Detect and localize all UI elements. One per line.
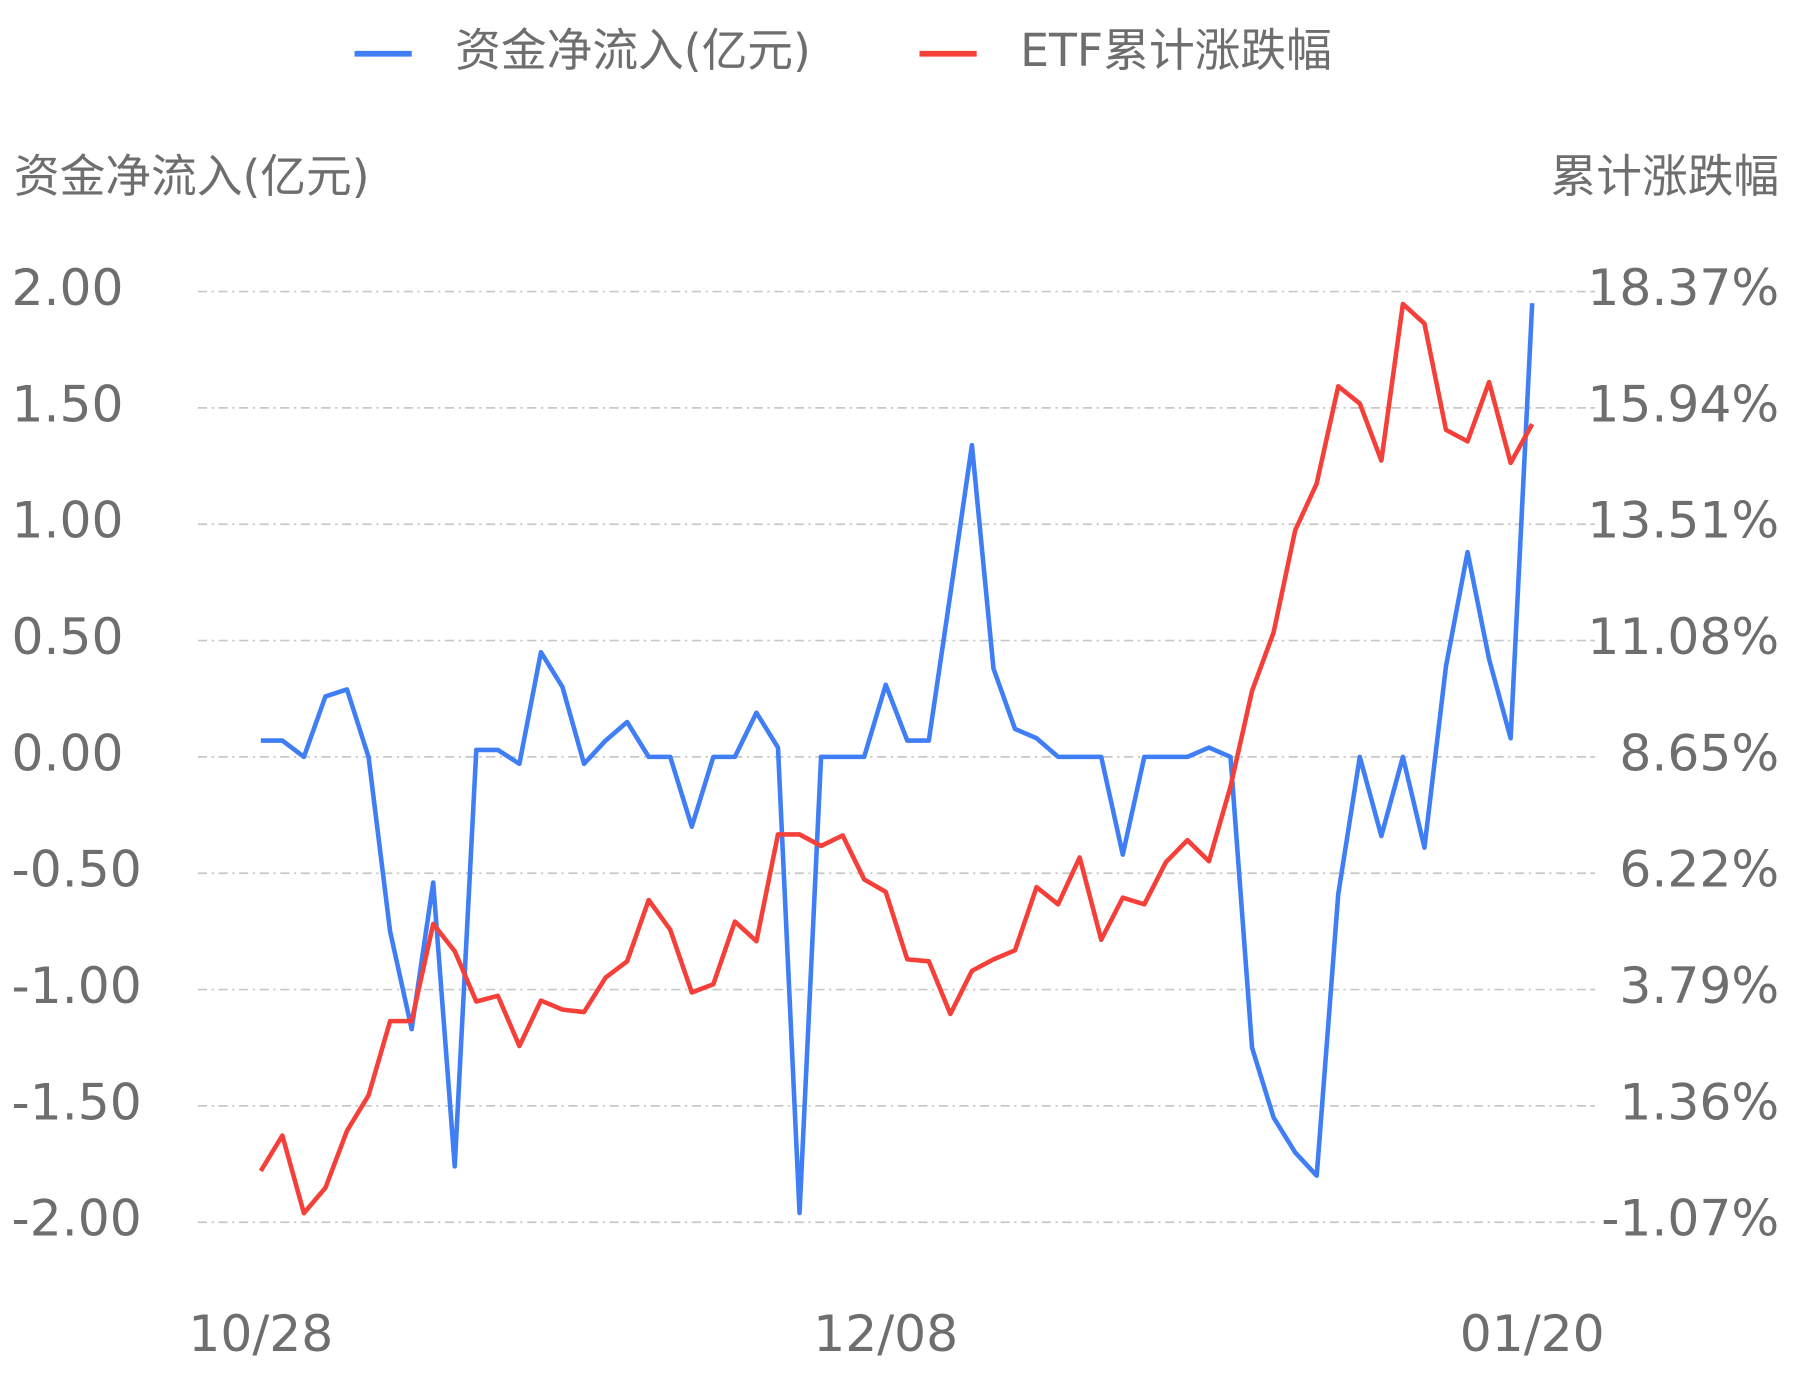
series-line bbox=[260, 303, 1535, 1216]
x-tick-label: 10/28 bbox=[188, 1304, 333, 1363]
y2-tick-label: 3.79% bbox=[1619, 956, 1779, 1015]
y-tick-label: 0.00 bbox=[12, 723, 124, 782]
y2-tick-label: 11.08% bbox=[1587, 607, 1779, 666]
y2-tick-label: -1.07% bbox=[1601, 1189, 1779, 1248]
y2-tick-label: 8.65% bbox=[1619, 723, 1779, 782]
y2-tick-label: 15.94% bbox=[1587, 374, 1779, 433]
y2-axis-title: 累计涨跌幅 bbox=[1551, 150, 1780, 203]
y-tick-label: 2.00 bbox=[12, 258, 124, 317]
y-tick-label: 0.50 bbox=[12, 607, 124, 666]
y-tick-label: -0.50 bbox=[12, 840, 142, 899]
legend-label: 资金净流入(亿元) bbox=[455, 24, 811, 77]
y2-tick-label: 13.51% bbox=[1587, 491, 1779, 550]
series-line bbox=[258, 301, 1535, 1216]
y-tick-label: -2.00 bbox=[12, 1189, 142, 1248]
x-tick-label: 01/20 bbox=[1460, 1304, 1605, 1363]
y-tick-label: -1.50 bbox=[12, 1072, 142, 1131]
y2-tick-label: 6.22% bbox=[1619, 840, 1779, 899]
y-tick-label: 1.50 bbox=[12, 374, 124, 433]
y-axis-title: 资金净流入(亿元) bbox=[14, 150, 370, 203]
y-tick-label: 1.00 bbox=[12, 491, 124, 550]
y2-tick-label: 1.36% bbox=[1619, 1072, 1779, 1131]
x-tick-label: 12/08 bbox=[813, 1304, 958, 1363]
y-tick-label: -1.00 bbox=[12, 956, 142, 1015]
y2-tick-label: 18.37% bbox=[1587, 258, 1779, 317]
legend-label: ETF累计涨跌幅 bbox=[1020, 24, 1332, 77]
